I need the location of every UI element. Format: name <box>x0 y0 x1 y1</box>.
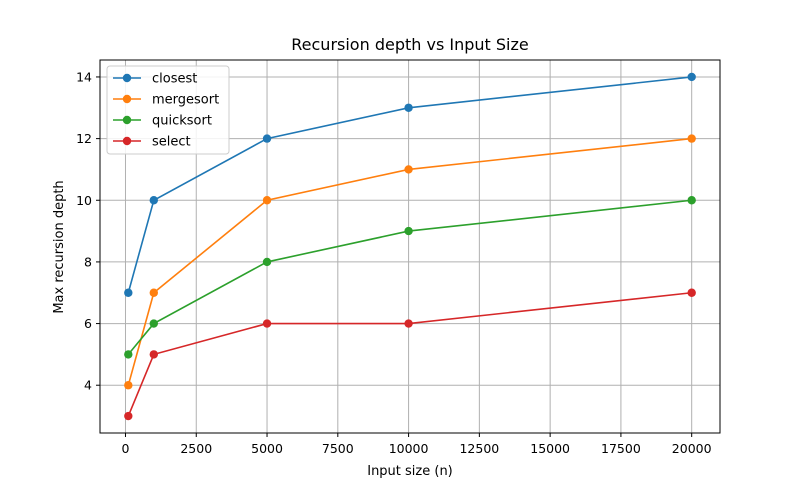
data-point-closest <box>149 196 158 205</box>
x-tick-label: 12500 <box>459 441 499 456</box>
legend-label: mergesort <box>152 93 219 108</box>
plot-frame <box>99 59 721 434</box>
y-tick-label: 6 <box>84 316 92 331</box>
y-tick-label: 8 <box>84 254 92 269</box>
data-point-quicksort <box>262 257 272 267</box>
x-tick-label: 7500 <box>322 441 354 456</box>
legend-label: quicksort <box>152 114 212 129</box>
series-closest <box>124 72 696 297</box>
y-axis-label: Max recursion depth <box>52 180 67 313</box>
data-point-mergesort <box>124 381 133 390</box>
legend-swatch-marker <box>122 115 132 125</box>
series-line-quicksort <box>127 199 692 355</box>
data-point-quicksort <box>149 319 158 328</box>
series-layer <box>124 72 696 421</box>
data-point-mergesort <box>149 288 158 297</box>
legend-item-select: select <box>113 135 191 150</box>
data-point-mergesort <box>687 134 696 143</box>
data-point-mergesort <box>404 165 413 174</box>
data-point-select <box>687 288 696 297</box>
y-tick-label: 12 <box>76 131 92 146</box>
x-tick-label: 15000 <box>530 441 570 456</box>
data-point-select <box>262 319 272 328</box>
legend-item-closest: closest <box>113 72 197 87</box>
legend-swatch-marker <box>122 94 132 104</box>
series-quicksort <box>124 196 696 359</box>
data-point-closest <box>404 103 413 112</box>
data-point-quicksort <box>404 226 413 236</box>
legend-label: closest <box>152 72 197 87</box>
chart-title: Recursion depth vs Input Size <box>291 35 528 54</box>
legend-item-quicksort: quicksort <box>113 114 212 129</box>
data-point-quicksort <box>687 196 696 205</box>
legend-box <box>106 65 230 155</box>
x-tick-label: 17500 <box>601 441 641 456</box>
series-select <box>124 288 696 421</box>
legend: closest mergesort quicksort select <box>106 65 230 155</box>
data-point-select <box>149 350 158 359</box>
series-mergesort <box>124 134 696 390</box>
data-point-closest <box>687 72 696 82</box>
x-tick-label: 5000 <box>251 441 283 456</box>
legend-swatch-marker <box>122 73 132 83</box>
ticks: 0 2500 5000 7500 10000 12500 15000 17500 20000 4 6… <box>76 69 712 456</box>
series-line-select <box>127 291 692 417</box>
legend-label: select <box>152 135 191 150</box>
data-point-quicksort <box>124 350 133 359</box>
x-tick-label: 10000 <box>389 441 429 456</box>
y-tick-label: 4 <box>84 378 92 393</box>
data-point-closest <box>262 134 272 143</box>
data-point-closest <box>124 288 133 297</box>
x-axis-label: Input size (n) <box>367 464 453 479</box>
legend-swatch-marker <box>122 136 132 146</box>
y-tick-label: 14 <box>76 69 92 84</box>
x-tick-label: 2500 <box>180 441 212 456</box>
x-tick-label: 20000 <box>672 441 712 456</box>
grid <box>100 60 720 433</box>
x-tick-label: 0 <box>122 441 130 456</box>
data-point-select <box>124 411 133 421</box>
data-point-mergesort <box>262 196 272 205</box>
legend-item-mergesort: mergesort <box>113 93 219 108</box>
y-tick-label: 10 <box>76 193 92 208</box>
data-point-select <box>404 319 413 328</box>
